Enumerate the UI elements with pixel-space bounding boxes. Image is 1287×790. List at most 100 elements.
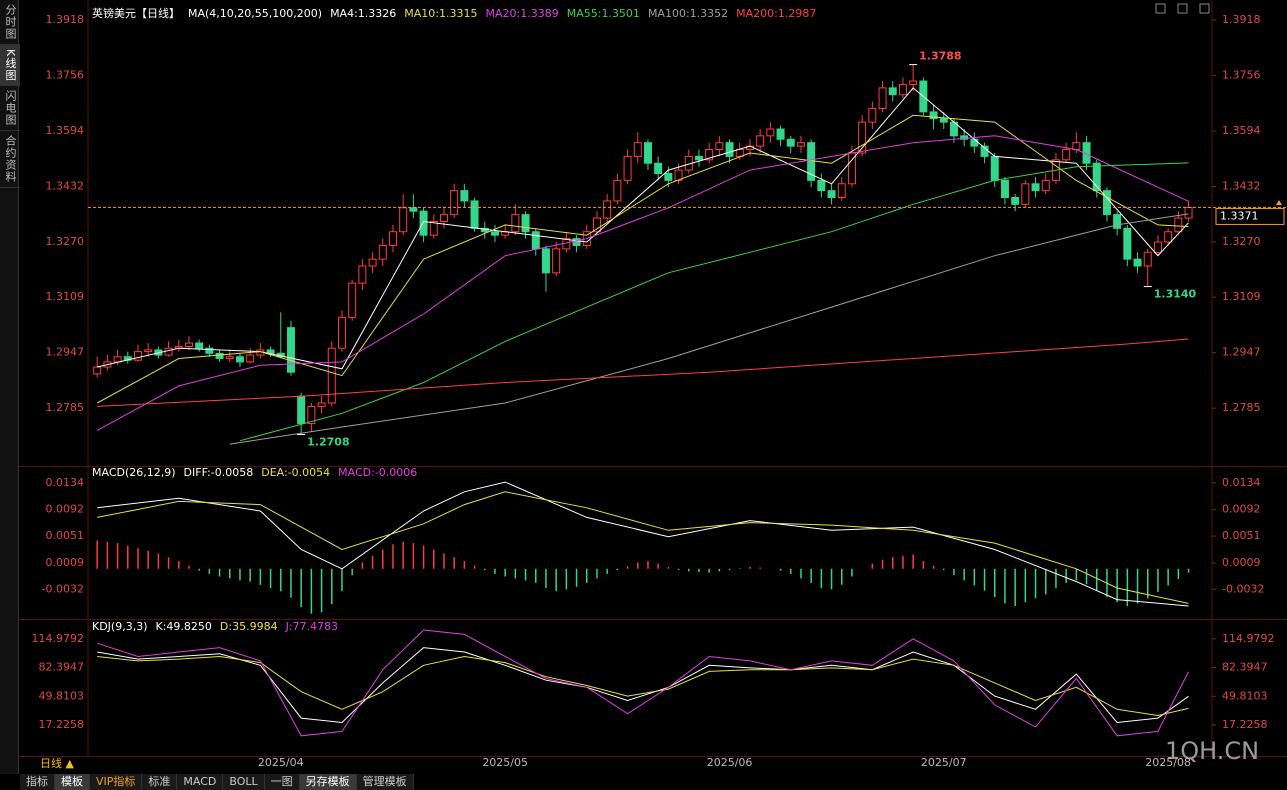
candle-body [552, 248, 561, 274]
candle-body [664, 173, 673, 181]
x-tick-label: 2025/05 [482, 756, 528, 769]
candle-body [1000, 179, 1009, 198]
legend-entry: MA10:1.3315 [404, 7, 477, 20]
candle-body [144, 349, 153, 353]
panel-title: KDJ(9,3,3) [92, 620, 148, 633]
candle-body [837, 183, 846, 198]
y-tick-label: 1.2947 [46, 346, 85, 359]
candle-body [1184, 206, 1193, 219]
toolbar-tab[interactable]: VIP指标 [90, 774, 143, 790]
y-tick-label: 1.3594 [46, 124, 85, 137]
candle-body [1031, 183, 1040, 192]
y-tick-label: -0.0032 [42, 582, 84, 595]
candle-body [888, 87, 897, 96]
period-label[interactable]: 日线 ▲ [40, 756, 74, 770]
candle-body [725, 142, 734, 157]
candle-body [378, 244, 387, 260]
candle-body [348, 282, 357, 318]
candle-body [1021, 183, 1030, 205]
side-tab[interactable]: K线图 [0, 45, 20, 87]
candle-body [439, 214, 448, 222]
indicator-line [97, 629, 1189, 737]
candle-body [215, 352, 224, 359]
candle-body [460, 190, 469, 202]
candle-body [960, 135, 969, 140]
legend-entry: K:49.8250 [156, 620, 212, 633]
toolbar-tab[interactable]: 标准 [142, 774, 178, 790]
candle-body [715, 142, 724, 151]
ma-line [96, 114, 1189, 404]
panel-title: MACD(26,12,9) [92, 466, 176, 479]
toolbar-tab[interactable]: MACD [177, 774, 224, 790]
toolbar-tab[interactable]: 一图 [265, 774, 300, 790]
legend-entry: DEA:-0.0054 [261, 466, 330, 479]
candle-body [205, 347, 214, 354]
legend-entry: MA4:1.3326 [330, 7, 396, 20]
candle-body [827, 190, 836, 198]
candle-body [592, 217, 601, 233]
candle-body [235, 356, 244, 363]
toolbar-tab[interactable]: 另存模板 [299, 774, 357, 790]
side-tab[interactable]: 合约资料 [0, 131, 20, 189]
indicator-line [97, 491, 1189, 604]
y-tick-label: 17.2258 [1222, 718, 1268, 731]
candle-body [399, 207, 408, 233]
watermark: 1QH.CN [1165, 737, 1259, 765]
candle-body [756, 135, 765, 147]
indicator-line [97, 647, 1189, 724]
candle-body [286, 327, 295, 373]
toolbar-tab[interactable]: BOLL [223, 774, 265, 790]
candle-body [654, 162, 663, 175]
candle-body [705, 149, 714, 161]
side-tab[interactable]: 分时图 [0, 0, 20, 45]
legend-entry: MA100:1.3352 [648, 7, 728, 20]
y-tick-label: 82.3947 [39, 661, 85, 674]
y-tick-label: 0.0051 [46, 529, 85, 542]
candle-body [868, 107, 877, 123]
candle-body [878, 87, 887, 109]
window-icons[interactable] [1155, 3, 1210, 14]
candle-body [735, 149, 744, 157]
toolbar-tab[interactable]: 指标 [20, 774, 55, 790]
candle-body [327, 347, 336, 404]
y-tick-label: 0.0134 [46, 476, 85, 489]
frame [18, 0, 1287, 757]
y-tick-label: 114.9792 [32, 632, 85, 645]
candle-body [246, 354, 255, 363]
y-tick-label: 1.3756 [46, 69, 85, 82]
y-tick-label: 17.2258 [39, 718, 85, 731]
y-tick-label: 1.3432 [46, 180, 85, 193]
candle-body [1164, 231, 1173, 243]
candle-body [643, 142, 652, 164]
candle-body [297, 395, 306, 425]
candle-body [195, 342, 204, 349]
y-tick-label: 0.0051 [1222, 529, 1261, 542]
candle-body [786, 138, 795, 147]
y-tick-label: 1.2785 [46, 401, 85, 414]
candle-body [133, 351, 142, 361]
indicator-line [97, 655, 1189, 717]
y-tick-label: 82.3947 [1222, 661, 1268, 674]
x-tick-label: 2025/04 [258, 756, 304, 769]
candle-body [541, 248, 550, 274]
toolbar-tab[interactable]: 模板 [55, 774, 90, 790]
candle-body [531, 231, 540, 250]
candle-body [225, 356, 234, 359]
toolbar: 指标 模板 VIP指标 标准 MACD BOLL 一图 另存模板 管理模板 [20, 774, 414, 790]
candle-body [1092, 162, 1101, 192]
side-tab[interactable]: 闪电图 [0, 86, 20, 132]
indicator-label: MA(4,10,20,55,100,200) [188, 7, 322, 20]
candle-body [970, 138, 979, 147]
candle-body [1143, 251, 1152, 267]
y-tick-label: -0.0032 [1222, 582, 1264, 595]
price-marker [1276, 200, 1282, 205]
candle-body [1102, 190, 1111, 216]
toolbar-tab[interactable]: 管理模板 [357, 774, 414, 790]
y-tick-label: 1.3918 [46, 13, 85, 26]
x-tick-label: 2025/08 [1145, 756, 1191, 769]
legend-entry: MACD:-0.0006 [338, 466, 417, 479]
candle-body [521, 214, 530, 233]
candle-body [1123, 227, 1132, 260]
legend-entry: J:77.4783 [285, 620, 338, 633]
